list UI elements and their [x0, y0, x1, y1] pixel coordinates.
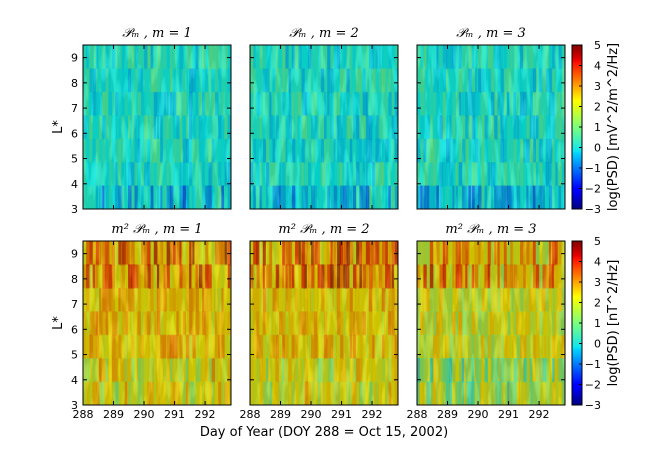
colorbar-1: 5 4 3 2 1 0 −1 −2 −3	[571, 235, 601, 412]
colorbar-tick-label: 2	[594, 297, 601, 310]
texture-overlay	[250, 241, 398, 405]
colorbar-tick-label: 3	[594, 276, 601, 289]
panel-frame	[416, 240, 566, 406]
panel-frame	[249, 44, 399, 210]
x-tick-label: 289	[103, 408, 124, 421]
colorbar-0: 5 4 3 2 1 0 −1 −2 −3	[571, 39, 601, 216]
y-tick-label: 5	[71, 349, 78, 362]
x-tick-label: 290	[301, 408, 322, 421]
panel-title-r0c1: 𝒫ₘ , m = 2	[289, 26, 359, 41]
x-tick-label: 292	[362, 408, 383, 421]
panel-r0c1	[249, 44, 399, 210]
y-tick-label: 6	[71, 127, 78, 140]
colorbar-tick-label: 3	[594, 80, 601, 93]
x-axis-label: Day of Year (DOY 288 = Oct 15, 2002)	[200, 425, 448, 440]
plot-area: 3 4 5 6 7 8 9 5 4 3 2 1 0 −1 −2 −3 3 4 5 6 7 8 9 288 289 290 291 29…	[71, 39, 601, 421]
colorbar-tick-label: −3	[585, 399, 601, 412]
panel-frame	[82, 240, 232, 406]
x-tick-label: 289	[437, 408, 458, 421]
colorbar-tick-label: 0	[594, 142, 601, 155]
y-axis-label-top: L*	[51, 120, 66, 134]
panel-r0c0: 3 4 5 6 7 8 9	[71, 44, 232, 216]
y-tick-label: 7	[71, 102, 78, 115]
heatmap-cells	[250, 241, 398, 405]
heatmap-cells	[250, 45, 398, 209]
colorbar-tick-label: 1	[594, 121, 601, 134]
panel-r1c0: 3 4 5 6 7 8 9 288 289 290 291 292	[71, 240, 232, 421]
colorbar-tick-label: −2	[585, 379, 601, 392]
colorbar-tick-label: 0	[594, 338, 601, 351]
colorbar-tick-label: 5	[594, 235, 601, 248]
colorbar-tick-label: 2	[594, 101, 601, 114]
colorbar-tick-label: 1	[594, 317, 601, 330]
panel-title-r1c0: m² 𝒫ₘ , m = 1	[111, 222, 202, 237]
panel-title-r1c1: m² 𝒫ₘ , m = 2	[278, 222, 369, 237]
colorbar-tick-label: −3	[585, 203, 601, 216]
y-tick-label: 3	[71, 399, 78, 412]
texture-overlay	[83, 241, 231, 405]
x-tick-label: 291	[164, 408, 185, 421]
panel-r1c1: 288 289 290 291 292	[240, 240, 399, 421]
y-tick-label: 8	[71, 77, 78, 90]
colorbar-tick-label: 5	[594, 39, 601, 52]
y-tick-label: 9	[71, 248, 78, 261]
x-tick-label: 290	[468, 408, 489, 421]
y-axis-label-bottom: L*	[51, 316, 66, 330]
texture-overlay	[83, 45, 231, 209]
x-tick-label: 288	[240, 408, 261, 421]
x-tick-label: 288	[73, 408, 94, 421]
y-tick-label: 5	[71, 153, 78, 166]
panel-title-r1c2: m² 𝒫ₘ , m = 3	[445, 222, 536, 237]
y-tick-label: 6	[71, 323, 78, 336]
x-tick-label: 292	[529, 408, 550, 421]
panel-r1c2: 288 289 290 291 292	[407, 240, 566, 421]
colorbar-tick-label: −1	[585, 358, 601, 371]
panel-r0c2	[416, 44, 566, 210]
colorbar-tick-label: 4	[594, 60, 601, 73]
x-tick-label: 289	[270, 408, 291, 421]
heatmap-cells	[83, 241, 231, 405]
heatmap-cells	[417, 45, 565, 209]
x-tick-label: 288	[407, 408, 428, 421]
y-tick-label: 4	[71, 178, 78, 191]
y-tick-label: 3	[71, 203, 78, 216]
colorbar-tick-label: 4	[594, 256, 601, 269]
x-tick-label: 292	[195, 408, 216, 421]
panel-frame	[249, 240, 399, 406]
texture-overlay	[250, 45, 398, 209]
y-tick-label: 4	[71, 374, 78, 387]
y-tick-label: 9	[71, 52, 78, 65]
colorbar-label-bottom: log(PSD) [nT^2/Hz]	[606, 260, 621, 387]
panel-frame	[82, 44, 232, 210]
colorbar-tick-label: −1	[585, 162, 601, 175]
heatmap-cells	[417, 241, 565, 405]
colorbar-label-top: log(PSD) [mV^2/m^2/Hz]	[606, 43, 621, 211]
x-tick-label: 290	[134, 408, 155, 421]
heatmap-cells	[83, 45, 231, 209]
y-tick-label: 7	[71, 298, 78, 311]
panel-title-r0c2: 𝒫ₘ , m = 3	[456, 26, 526, 41]
x-tick-label: 291	[498, 408, 519, 421]
x-tick-label: 291	[331, 408, 352, 421]
panel-frame	[416, 44, 566, 210]
colorbar-tick-label: −2	[585, 183, 601, 196]
texture-overlay	[417, 45, 565, 209]
panel-title-r0c0: 𝒫ₘ , m = 1	[122, 26, 192, 41]
texture-overlay	[417, 241, 565, 405]
y-tick-label: 8	[71, 273, 78, 286]
